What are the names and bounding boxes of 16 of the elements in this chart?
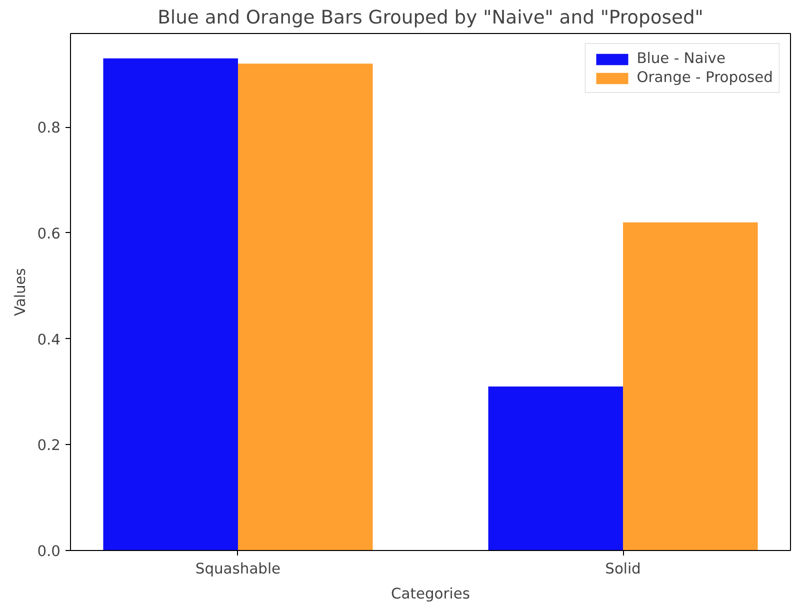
chart-title: Blue and Orange Bars Grouped by "Naive" and "Proposed" (158, 8, 704, 28)
legend-label: Orange - Proposed (636, 69, 773, 86)
y-tick-label: 0.2 (37, 437, 61, 454)
x-tick-label: Squashable (195, 560, 281, 578)
y-axis-title: Values (12, 268, 30, 316)
bar (623, 222, 758, 550)
bar (103, 58, 238, 550)
y-tick-label: 0.8 (37, 120, 61, 137)
x-tick-label: Solid (605, 560, 641, 578)
y-tick-label: 0.4 (37, 331, 61, 348)
bar (238, 64, 373, 550)
x-axis-title: Categories (391, 586, 470, 602)
y-tick-label: 0.0 (37, 543, 61, 560)
legend-label: Blue - Naive (636, 50, 726, 67)
y-tick-label: 0.6 (37, 225, 61, 242)
bar (488, 386, 624, 550)
